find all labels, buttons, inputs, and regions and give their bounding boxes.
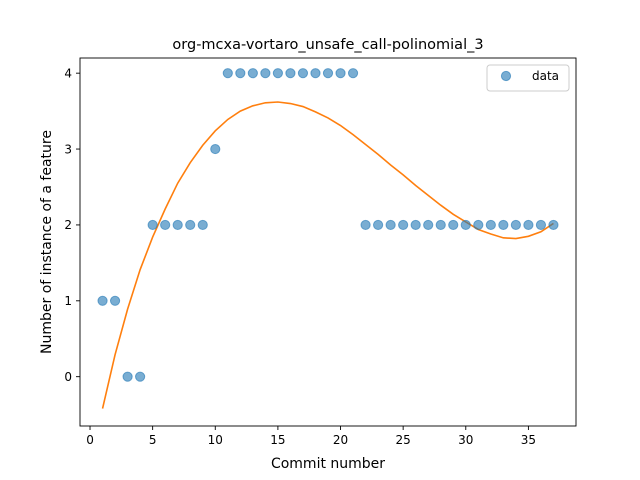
- x-tick-label: 5: [149, 433, 157, 447]
- data-point: [297, 68, 309, 79]
- data-point: [310, 68, 321, 79]
- y-tick-label: 2: [64, 218, 72, 232]
- y-axis-label: Number of instance of a feature: [39, 130, 55, 354]
- data-point: [498, 219, 509, 231]
- data-point: [235, 68, 246, 79]
- legend-marker-data: [500, 70, 512, 82]
- y-tick-label: 3: [64, 142, 72, 156]
- x-tick-label: 10: [208, 433, 223, 447]
- data-point: [160, 219, 171, 231]
- data-point: [172, 219, 183, 231]
- x-axis-ticks: 0 5 10 15 20 25 30 35: [86, 426, 536, 447]
- data-point: [135, 371, 146, 382]
- data-point: [185, 219, 196, 231]
- x-tick-label: 20: [333, 433, 348, 447]
- data-point: [197, 219, 208, 231]
- data-point: [210, 143, 221, 155]
- x-axis-label: Commit number: [271, 456, 385, 472]
- data-point: [109, 295, 121, 306]
- data-point: [347, 68, 359, 79]
- data-point: [448, 219, 459, 231]
- data-point: [535, 219, 547, 231]
- data-point: [122, 371, 133, 382]
- y-tick-label: 1: [64, 294, 72, 308]
- data-point: [510, 219, 521, 231]
- data-point: [485, 219, 496, 231]
- data-point: [435, 219, 446, 231]
- data-point: [285, 68, 296, 79]
- data-point: [360, 219, 371, 231]
- plot-frame: [79, 57, 577, 427]
- data-point: [410, 219, 421, 231]
- x-tick-label: 30: [458, 433, 473, 447]
- x-tick-label: 25: [396, 433, 411, 447]
- plot-area: [80, 58, 576, 426]
- data-point: [373, 219, 384, 231]
- data-point: [322, 68, 334, 79]
- data-point: [385, 219, 396, 231]
- chart-title: org-mcxa-vortaro_unsafe_call-polinomial_…: [172, 37, 483, 53]
- x-tick-label: 15: [270, 433, 285, 447]
- data-point: [548, 219, 559, 231]
- y-tick-label: 0: [64, 370, 72, 384]
- data-points-layer: [97, 68, 559, 382]
- data-point: [222, 68, 233, 79]
- data-point: [460, 219, 471, 231]
- data-point: [97, 295, 108, 306]
- y-tick-label: 4: [64, 66, 72, 80]
- data-point: [247, 68, 258, 79]
- data-point: [260, 68, 271, 79]
- data-point: [147, 219, 158, 231]
- data-point: [523, 219, 534, 231]
- data-point: [335, 68, 346, 79]
- data-point: [398, 219, 409, 231]
- x-tick-label: 0: [86, 433, 94, 447]
- data-point: [423, 219, 434, 231]
- y-axis-ticks: 0 1 2 3 4: [64, 66, 80, 384]
- data-point: [473, 219, 484, 231]
- x-tick-label: 35: [521, 433, 536, 447]
- legend: data: [486, 64, 570, 92]
- legend-entry-data: data: [532, 69, 559, 83]
- data-point: [272, 68, 283, 79]
